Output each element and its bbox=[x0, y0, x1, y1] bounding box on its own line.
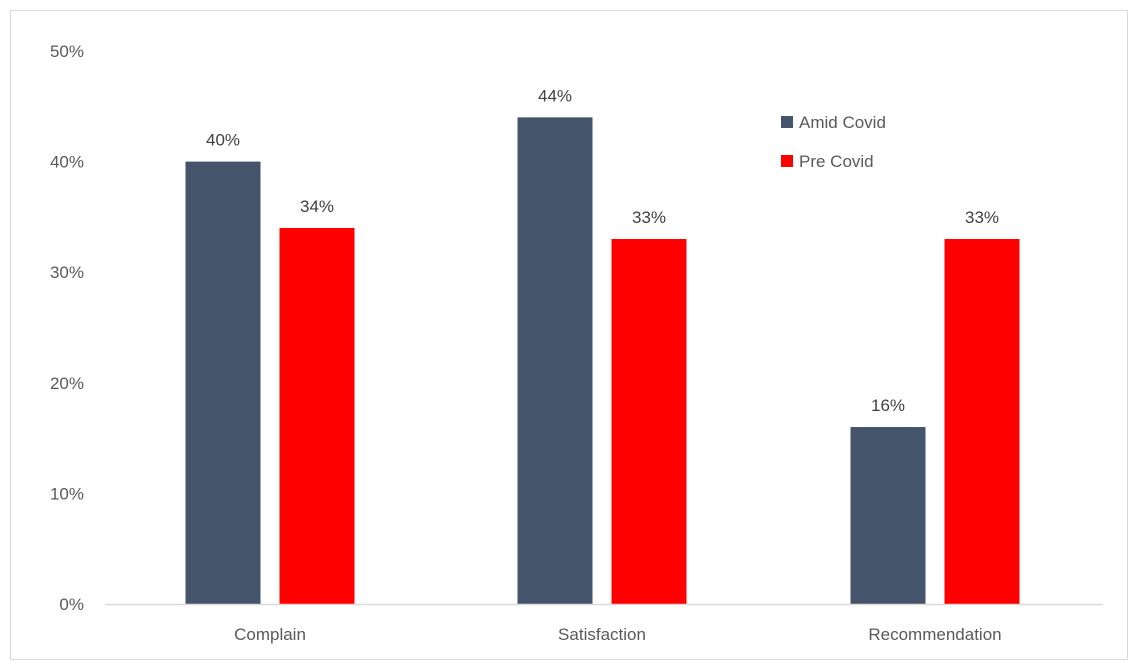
legend: Amid Covid Pre Covid bbox=[781, 113, 886, 171]
y-tick-label: 40% bbox=[50, 153, 84, 172]
data-label: 44% bbox=[538, 86, 572, 105]
legend-swatch bbox=[781, 116, 793, 128]
legend-label: Pre Covid bbox=[799, 152, 874, 171]
y-tick-label: 10% bbox=[50, 484, 84, 503]
data-labels: 40% 44% 16% 34% 33% 33% bbox=[206, 86, 999, 415]
legend-swatch bbox=[781, 155, 793, 167]
data-label: 33% bbox=[632, 208, 666, 227]
bar-pre-covid bbox=[279, 227, 355, 604]
data-label: 33% bbox=[965, 208, 999, 227]
x-axis-ticks: Complain Satisfaction Recommendation bbox=[234, 625, 1002, 644]
bar-pre-covid bbox=[611, 239, 687, 604]
y-tick-label: 50% bbox=[50, 42, 84, 61]
legend-label: Amid Covid bbox=[799, 113, 886, 132]
x-tick-label: Recommendation bbox=[868, 625, 1001, 644]
bar-amid-covid bbox=[185, 161, 261, 604]
y-axis-ticks: 0% 10% 20% 30% 40% 50% bbox=[50, 42, 84, 614]
data-label: 40% bbox=[206, 131, 240, 150]
data-label: 16% bbox=[871, 396, 905, 415]
bar-pre-covid bbox=[944, 239, 1020, 604]
y-tick-label: 20% bbox=[50, 374, 84, 393]
y-tick-label: 0% bbox=[59, 595, 84, 614]
bars bbox=[185, 117, 1020, 605]
bar-amid-covid bbox=[850, 427, 926, 604]
y-tick-label: 30% bbox=[50, 263, 84, 282]
data-label: 34% bbox=[300, 197, 334, 216]
bar-amid-covid bbox=[517, 117, 593, 605]
x-tick-label: Complain bbox=[234, 625, 306, 644]
x-tick-label: Satisfaction bbox=[558, 625, 646, 644]
